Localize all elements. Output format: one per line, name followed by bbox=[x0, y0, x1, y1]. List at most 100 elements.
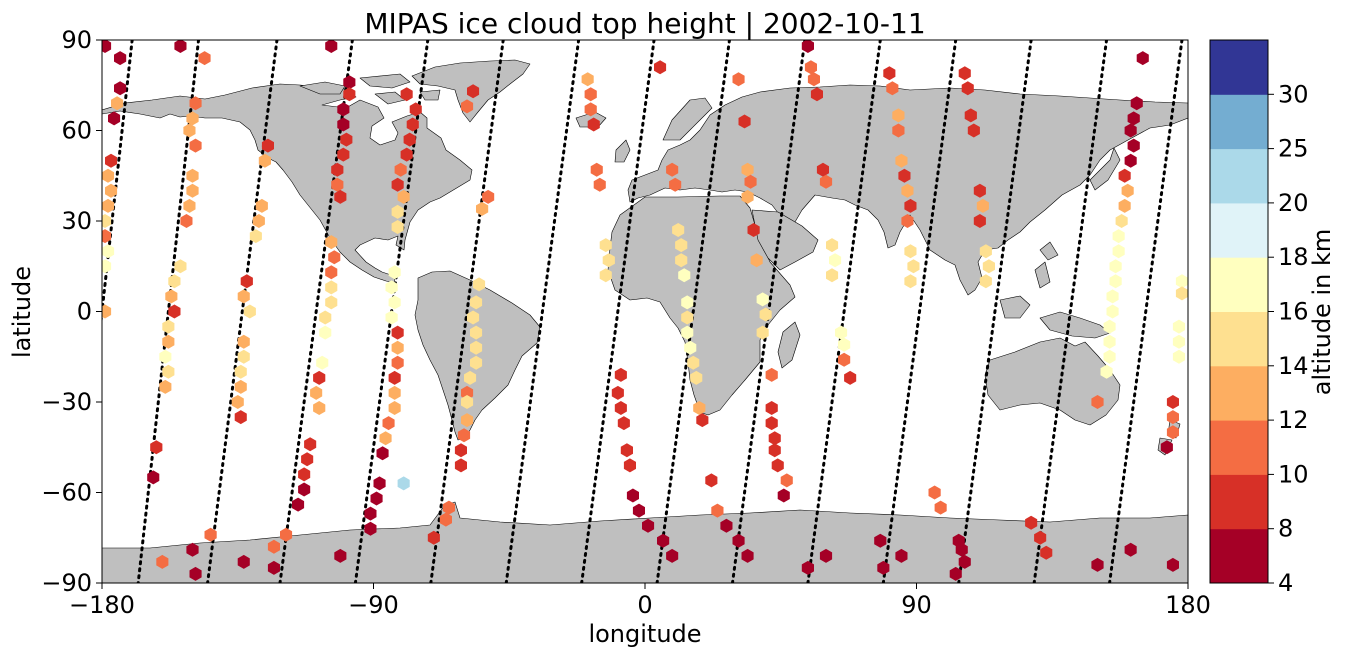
y-tick-label: −60 bbox=[41, 479, 92, 507]
cloud-point bbox=[1124, 153, 1137, 168]
y-tick-label: 60 bbox=[61, 117, 92, 145]
cloud-point bbox=[934, 500, 947, 515]
cloud-point bbox=[102, 304, 112, 319]
cloud-point bbox=[838, 337, 851, 352]
cloud-point bbox=[964, 108, 977, 123]
cloud-point bbox=[258, 153, 271, 168]
cloud-point bbox=[584, 87, 597, 102]
cloud-point bbox=[696, 413, 709, 428]
colorbar-tick-label: 12 bbox=[1278, 406, 1309, 434]
cloud-point bbox=[949, 566, 962, 581]
cloud-point bbox=[1103, 319, 1116, 334]
cloud-point bbox=[280, 527, 293, 542]
colorbar-tick-label: 18 bbox=[1278, 243, 1309, 271]
cloud-point bbox=[711, 503, 724, 518]
cloud-point bbox=[364, 521, 377, 536]
cloud-point bbox=[189, 96, 202, 111]
cloud-point bbox=[1130, 96, 1143, 111]
cloud-point bbox=[255, 198, 268, 213]
cloud-point bbox=[231, 395, 244, 409]
cloud-point bbox=[973, 183, 986, 198]
cloud-point bbox=[744, 174, 757, 189]
cloud-point bbox=[156, 554, 169, 569]
cloud-point bbox=[681, 310, 694, 325]
cloud-point bbox=[801, 40, 814, 53]
cloud-point bbox=[955, 542, 968, 557]
cloud-point bbox=[364, 506, 377, 521]
orbit-track bbox=[580, 40, 656, 583]
cloud-point bbox=[397, 189, 410, 204]
cloud-point bbox=[623, 458, 636, 473]
orbit-tracks bbox=[102, 40, 1184, 583]
cloud-point bbox=[1172, 349, 1185, 364]
cloud-point bbox=[150, 440, 163, 455]
cloud-point bbox=[590, 162, 603, 177]
cloud-point bbox=[780, 473, 793, 488]
cloud-point bbox=[298, 467, 311, 482]
cloud-point bbox=[376, 446, 389, 461]
colorbar-segment bbox=[1210, 94, 1268, 150]
cloud-point bbox=[1127, 138, 1140, 153]
cloud-point bbox=[457, 428, 471, 443]
colorbar-segment bbox=[1210, 474, 1268, 530]
cloud-point bbox=[756, 325, 769, 340]
cloud-point bbox=[681, 325, 694, 340]
cloud-point bbox=[973, 214, 986, 228]
x-axis-label: longitude bbox=[588, 620, 701, 648]
cloud-point bbox=[626, 488, 639, 503]
cloud-point bbox=[159, 349, 172, 364]
colorbar-segment bbox=[1210, 528, 1268, 584]
cloud-point bbox=[819, 174, 833, 189]
cloud-point bbox=[391, 220, 404, 234]
colorbar-segment bbox=[1210, 365, 1268, 421]
cloud-point bbox=[844, 370, 857, 385]
cloud-point bbox=[886, 81, 899, 96]
cloud-point bbox=[620, 443, 633, 458]
cloud-point bbox=[1106, 289, 1119, 304]
y-tick-label: −30 bbox=[41, 388, 92, 416]
cloud-point bbox=[183, 198, 196, 213]
cloud-point bbox=[611, 385, 624, 400]
land-japan bbox=[1089, 147, 1121, 191]
cloud-point bbox=[741, 162, 754, 177]
cloud-point bbox=[958, 554, 971, 569]
cloud-point bbox=[292, 497, 305, 512]
land-south-america bbox=[414, 270, 541, 441]
cloud-point bbox=[340, 132, 353, 147]
cloud-point bbox=[313, 370, 326, 385]
cloud-point bbox=[331, 162, 344, 177]
cloud-point bbox=[102, 259, 112, 274]
orbit-track bbox=[1032, 40, 1109, 583]
cloud-point bbox=[234, 379, 247, 394]
cloud-point bbox=[593, 177, 606, 192]
cloud-point bbox=[928, 485, 941, 500]
x-tick-label: 90 bbox=[901, 591, 932, 619]
cloud-point bbox=[738, 114, 751, 129]
land-madagascar bbox=[777, 321, 801, 369]
cloud-point bbox=[672, 223, 685, 237]
cloud-point bbox=[892, 108, 905, 123]
cloud-point bbox=[234, 364, 247, 379]
cloud-point bbox=[1091, 395, 1104, 409]
cloud-point bbox=[388, 295, 401, 310]
cloud-point bbox=[654, 60, 667, 75]
cloud-point bbox=[261, 138, 274, 153]
cloud-point bbox=[337, 102, 350, 117]
cloud-point bbox=[1103, 334, 1116, 349]
colorbar: 4 8 10 12 14 16 18 20 25 30 bbox=[1209, 39, 1309, 597]
cloud-point bbox=[391, 177, 404, 192]
cloud-point bbox=[105, 153, 118, 168]
cloud-point bbox=[234, 410, 247, 425]
cloud-point bbox=[334, 189, 347, 204]
cloud-point bbox=[102, 40, 112, 53]
cloud-point bbox=[826, 268, 839, 283]
cloud-point bbox=[114, 51, 127, 66]
cloud-point bbox=[394, 162, 407, 177]
cloud-point bbox=[267, 560, 280, 575]
cloud-point bbox=[470, 355, 483, 370]
cloud-point bbox=[461, 395, 474, 409]
x-tick-label: −180 bbox=[69, 591, 135, 619]
cloud-point bbox=[174, 259, 187, 274]
cloud-point bbox=[1166, 425, 1179, 440]
cloud-point bbox=[732, 533, 745, 548]
